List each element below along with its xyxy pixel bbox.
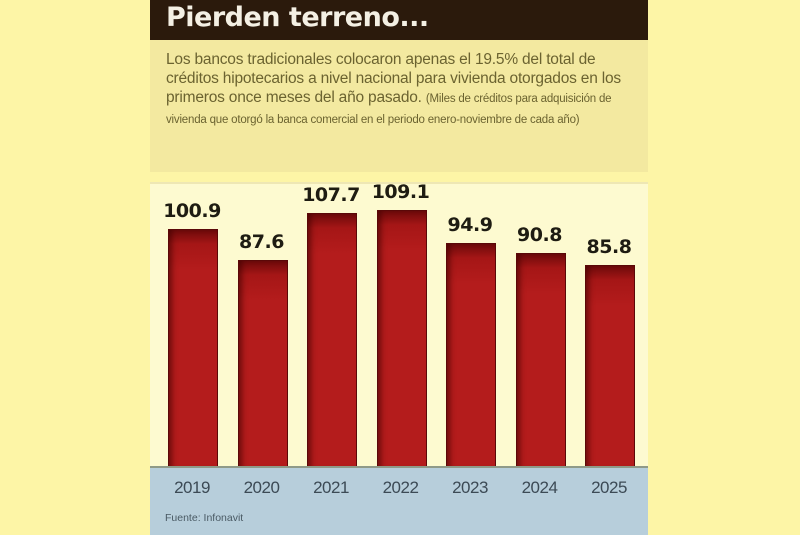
- bar-2019: [168, 229, 218, 468]
- bar-2023: [446, 243, 496, 468]
- infographic-card: Pierden terreno... Los bancos tradiciona…: [150, 0, 648, 535]
- x-tick-2022: 2022: [382, 478, 419, 497]
- bar-2020: [237, 260, 288, 468]
- bar-2024: [515, 253, 566, 468]
- units-note: (Miles de créditos para adquisición de v…: [166, 93, 612, 126]
- source-note: Fuente: Infonavit: [165, 512, 244, 524]
- value-label-2021: 107.7: [302, 184, 360, 206]
- bar-chart-area: 100.9 87.6 107.7 109.1 94.9 90.8 85.8: [150, 181, 648, 468]
- x-tick-2025: 2025: [591, 478, 627, 497]
- description-panel: Los bancos tradicionales colocaron apena…: [150, 40, 648, 172]
- value-label-2020: 87.6: [239, 231, 284, 253]
- value-label-2024: 90.8: [517, 224, 562, 246]
- value-label-2025: 85.8: [586, 236, 632, 258]
- value-label-2023: 94.9: [447, 214, 493, 236]
- x-tick-2023: 2023: [452, 478, 488, 497]
- x-tick-2020: 2020: [243, 478, 280, 497]
- description-text: Los bancos tradicionales colocaron apena…: [166, 50, 636, 130]
- x-axis-panel: Fuente: Infonavit 2019 2020 2021 2022 2023 20…: [150, 466, 648, 535]
- chart-title: Pierden terreno...: [166, 2, 429, 33]
- bar-2022: [376, 210, 427, 468]
- bar-2021: [307, 213, 357, 468]
- lead-text: Los bancos tradicionales colocaron apena…: [166, 51, 621, 106]
- x-tick-2021: 2021: [313, 478, 349, 497]
- x-tick-2019: 2019: [174, 478, 210, 497]
- value-label-2022: 109.1: [371, 181, 430, 203]
- value-label-2019: 100.9: [163, 200, 221, 222]
- title-bar: Pierden terreno...: [150, 0, 648, 40]
- bar-2025: [585, 265, 635, 468]
- x-tick-2024: 2024: [521, 478, 558, 497]
